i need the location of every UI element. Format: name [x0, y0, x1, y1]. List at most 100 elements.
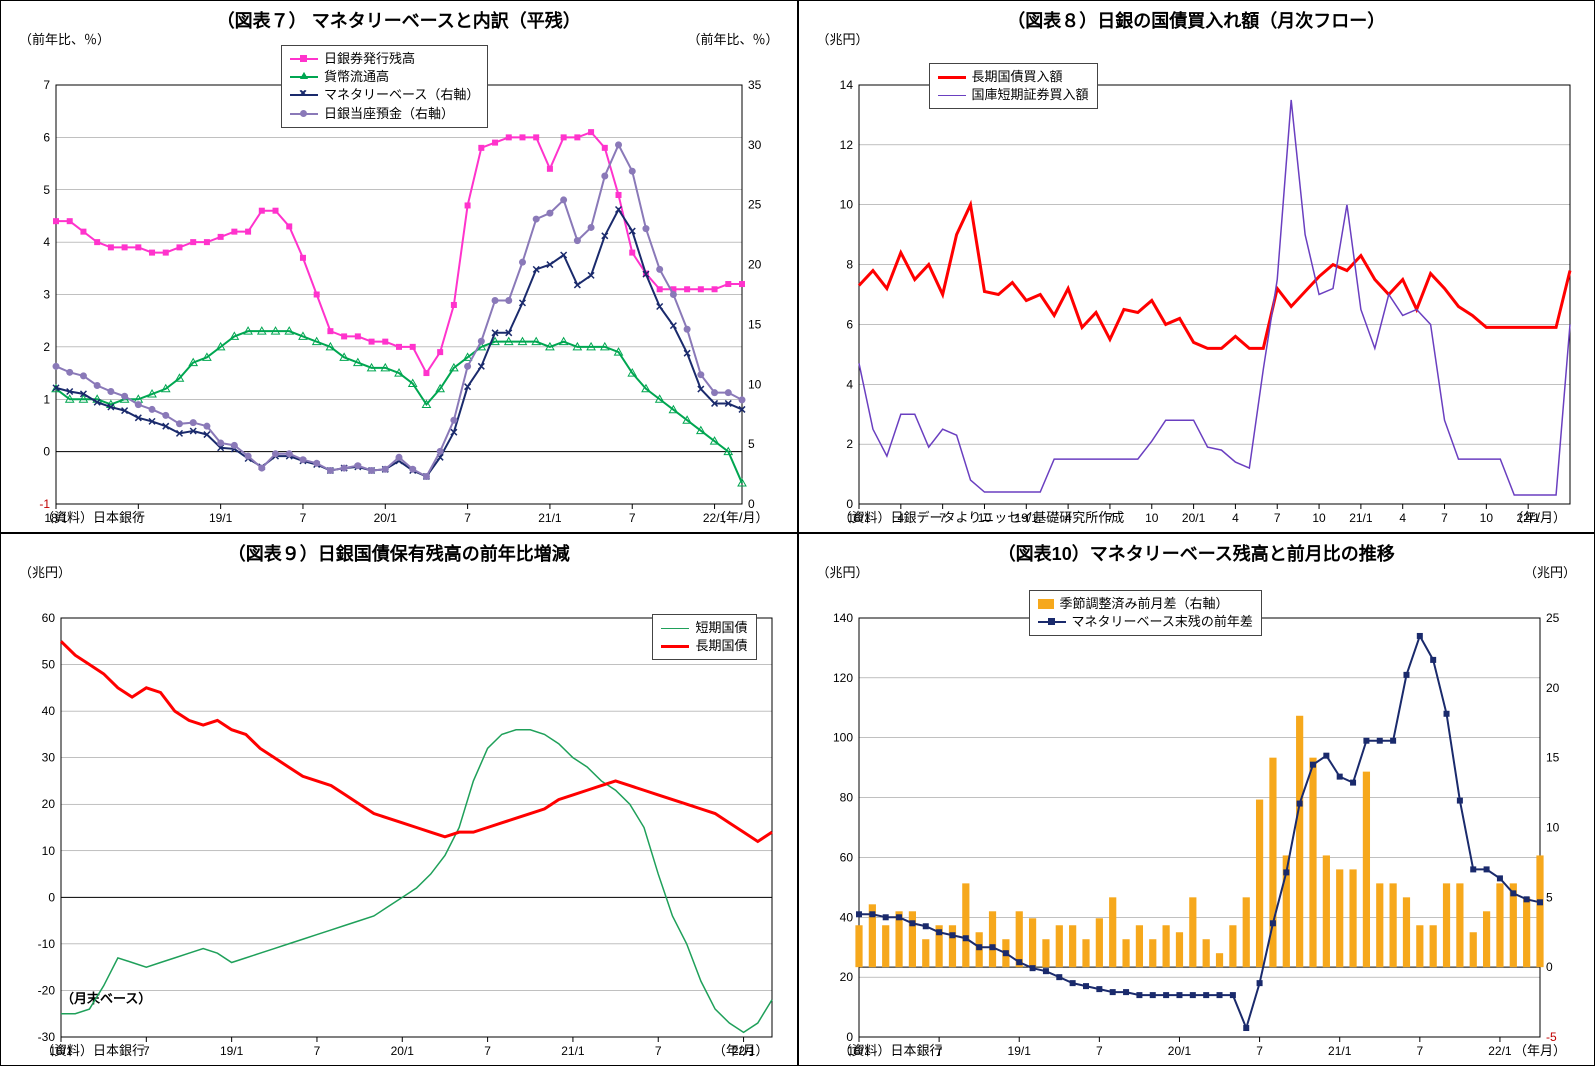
svg-text:10: 10 [1312, 511, 1326, 525]
svg-text:6: 6 [846, 317, 853, 331]
svg-text:7: 7 [1273, 511, 1280, 525]
svg-text:21/1: 21/1 [1349, 511, 1373, 525]
svg-text:7: 7 [43, 78, 50, 92]
svg-text:30: 30 [42, 751, 56, 765]
svg-text:20: 20 [839, 970, 853, 984]
svg-text:7: 7 [1256, 1044, 1263, 1058]
svg-text:10: 10 [748, 377, 762, 391]
svg-text:-20: -20 [38, 983, 56, 997]
plot-svg: 020406080100120140-5051015202518/1719/17… [799, 566, 1595, 1066]
svg-text:7: 7 [1416, 1044, 1423, 1058]
svg-text:21/1: 21/1 [538, 511, 562, 525]
svg-text:10: 10 [1546, 821, 1560, 835]
legend: 日銀券発行残高貨幣流通高×マネタリーベース（右軸）日銀当座預金（右軸） [281, 45, 488, 128]
svg-text:19/1: 19/1 [220, 1044, 244, 1058]
svg-text:20: 20 [748, 258, 762, 272]
svg-text:60: 60 [42, 611, 56, 625]
chart10-panel: （図表10）マネタリーベース残高と前月比の推移（兆円）（兆円）（資料）日本銀行（… [798, 533, 1595, 1066]
svg-text:19/1: 19/1 [209, 511, 233, 525]
svg-text:0: 0 [43, 445, 50, 459]
svg-text:20: 20 [1546, 681, 1560, 695]
svg-text:-5: -5 [1546, 1030, 1557, 1044]
svg-text:7: 7 [135, 511, 142, 525]
svg-text:0: 0 [846, 1030, 853, 1044]
chart-title: （図表７） マネタリーベースと内訳（平残） [1, 7, 797, 33]
svg-text:100: 100 [832, 731, 852, 745]
svg-text:7: 7 [143, 1044, 150, 1058]
svg-text:7: 7 [484, 1044, 491, 1058]
svg-text:25: 25 [1546, 611, 1560, 625]
svg-text:8: 8 [846, 258, 853, 272]
svg-text:4: 4 [1064, 511, 1071, 525]
svg-text:10: 10 [1479, 511, 1493, 525]
svg-text:10: 10 [977, 511, 991, 525]
svg-text:20/1: 20/1 [1167, 1044, 1191, 1058]
svg-text:50: 50 [42, 658, 56, 672]
svg-text:20/1: 20/1 [391, 1044, 415, 1058]
svg-text:7: 7 [935, 1044, 942, 1058]
svg-text:40: 40 [42, 704, 56, 718]
svg-text:7: 7 [314, 1044, 321, 1058]
chart-title: （図表８）日銀の国債買入れ額（月次フロー） [799, 7, 1595, 33]
svg-text:6: 6 [43, 130, 50, 144]
svg-text:80: 80 [839, 791, 853, 805]
svg-text:10: 10 [42, 844, 56, 858]
svg-text:7: 7 [655, 1044, 662, 1058]
svg-text:22/1: 22/1 [1516, 511, 1540, 525]
svg-text:5: 5 [1546, 890, 1553, 904]
svg-text:4: 4 [1399, 511, 1406, 525]
svg-text:4: 4 [1232, 511, 1239, 525]
svg-text:3: 3 [43, 288, 50, 302]
svg-text:18/1: 18/1 [44, 511, 68, 525]
legend: 季節調整済み前月差（右軸）マネタリーベース末残の前年差 [1029, 590, 1262, 636]
svg-text:7: 7 [1096, 1044, 1103, 1058]
svg-text:-30: -30 [38, 1030, 56, 1044]
svg-text:22/1: 22/1 [1488, 1044, 1512, 1058]
svg-text:0: 0 [48, 890, 55, 904]
svg-text:20/1: 20/1 [1181, 511, 1205, 525]
chart-title: （図表９）日銀国債保有残高の前年比増減 [1, 540, 797, 566]
svg-text:21/1: 21/1 [1328, 1044, 1352, 1058]
svg-text:4: 4 [846, 377, 853, 391]
svg-text:0: 0 [846, 497, 853, 511]
svg-text:22/1: 22/1 [703, 511, 727, 525]
svg-text:140: 140 [832, 611, 852, 625]
svg-text:0: 0 [748, 497, 755, 511]
chart9-panel: （図表９）日銀国債保有残高の前年比増減（兆円）（資料）日本銀行（年/月）（月末ベ… [0, 533, 798, 1066]
svg-text:20/1: 20/1 [374, 511, 398, 525]
svg-text:-10: -10 [38, 937, 56, 951]
svg-text:18/1: 18/1 [847, 1044, 871, 1058]
svg-text:19/1: 19/1 [1007, 1044, 1031, 1058]
svg-text:5: 5 [748, 437, 755, 451]
svg-text:7: 7 [300, 511, 307, 525]
svg-text:-1: -1 [39, 497, 50, 511]
svg-text:4: 4 [43, 235, 50, 249]
svg-text:19/1: 19/1 [1014, 511, 1038, 525]
legend: 長期国債買入額国庫短期証券買入額 [929, 63, 1098, 109]
svg-text:1: 1 [43, 392, 50, 406]
svg-text:12: 12 [839, 138, 853, 152]
svg-text:7: 7 [939, 511, 946, 525]
svg-text:15: 15 [748, 317, 762, 331]
legend: 短期国債長期国債 [652, 614, 756, 660]
chart7-panel: （図表７） マネタリーベースと内訳（平残）（前年比、％）（前年比、％）（資料）日… [0, 0, 798, 533]
svg-text:35: 35 [748, 78, 762, 92]
chart8-panel: （図表８）日銀の国債買入れ額（月次フロー）（兆円）（資料）日銀データよりニッセイ… [798, 0, 1595, 533]
svg-text:0: 0 [1546, 960, 1553, 974]
svg-text:18/1: 18/1 [847, 511, 871, 525]
svg-text:25: 25 [748, 198, 762, 212]
plot-svg: 0246810121418/1471019/1471020/1471021/14… [799, 33, 1595, 533]
svg-text:10: 10 [839, 198, 853, 212]
svg-text:18/1: 18/1 [49, 1044, 73, 1058]
svg-text:22/1: 22/1 [732, 1044, 756, 1058]
svg-text:30: 30 [748, 138, 762, 152]
svg-text:40: 40 [839, 910, 853, 924]
svg-text:7: 7 [629, 511, 636, 525]
svg-text:21/1: 21/1 [561, 1044, 585, 1058]
svg-text:4: 4 [897, 511, 904, 525]
chart-grid: （図表７） マネタリーベースと内訳（平残）（前年比、％）（前年比、％）（資料）日… [0, 0, 1595, 1066]
svg-text:7: 7 [1106, 511, 1113, 525]
svg-text:2: 2 [846, 437, 853, 451]
chart-title: （図表10）マネタリーベース残高と前月比の推移 [799, 540, 1595, 566]
svg-text:7: 7 [1441, 511, 1448, 525]
